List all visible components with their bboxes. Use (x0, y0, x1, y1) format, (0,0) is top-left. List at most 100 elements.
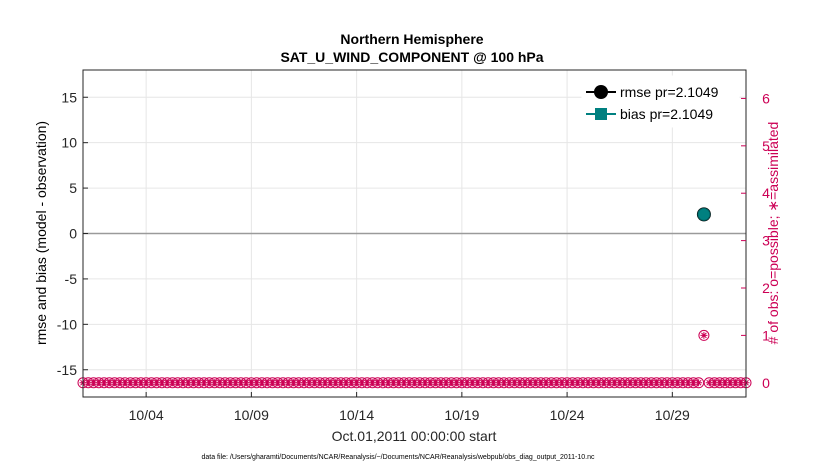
obs-assimilated-marker (358, 379, 366, 387)
obs-assimilated-marker (226, 379, 234, 387)
obs-assimilated-marker (695, 379, 703, 387)
obs-assimilated-marker (111, 379, 119, 387)
obs-assimilated-marker (142, 379, 150, 387)
obs-assimilated-marker (426, 379, 434, 387)
right-tick-label: 2 (762, 280, 770, 296)
obs-assimilated-marker (689, 379, 697, 387)
obs-assimilated-marker (163, 379, 171, 387)
obs-assimilated-marker (342, 379, 350, 387)
y-tick-label: 10 (61, 135, 77, 151)
obs-assimilated-marker (626, 379, 634, 387)
obs-assimilated-marker (332, 379, 340, 387)
obs-assimilated-marker (489, 379, 497, 387)
y-axis-label: rmse and bias (model - observation) (33, 121, 49, 345)
obs-assimilated-marker (395, 379, 403, 387)
right-tick-label: 6 (762, 90, 770, 106)
obs-assimilated-marker (468, 379, 476, 387)
obs-assimilated-marker (247, 379, 255, 387)
obs-assimilated-marker (295, 379, 303, 387)
obs-assimilated-marker (510, 379, 518, 387)
obs-assimilated-marker (184, 379, 192, 387)
obs-assimilated-marker (684, 379, 692, 387)
y-axis-ticks: -15 -10 -5 0 5 10 15 (57, 89, 88, 378)
y-tick-label: 0 (69, 226, 77, 242)
obs-assimilated-marker (532, 379, 540, 387)
obs-assimilated-marker (205, 379, 213, 387)
obs-assimilated-marker (658, 379, 666, 387)
obs-assimilated-marker (263, 379, 271, 387)
obs-assimilated-marker (347, 379, 355, 387)
obs-assimilated-marker (237, 379, 245, 387)
obs-assimilated-marker (353, 379, 361, 387)
obs-assimilated-marker (305, 379, 313, 387)
data-file-footer: data file: /Users/gharamti/Documents/NCA… (201, 454, 595, 461)
obs-assimilated-marker (479, 379, 487, 387)
x-tick-label: 10/29 (655, 407, 690, 423)
right-tick-label: 1 (762, 327, 770, 343)
obs-assimilated-marker (132, 379, 140, 387)
right-tick-label: 0 (762, 375, 770, 391)
obs-assimilated-marker (505, 379, 513, 387)
obs-assimilated-marker (616, 379, 624, 387)
obs-assimilated-marker (279, 379, 287, 387)
obs-assimilated-marker (442, 379, 450, 387)
x-axis-ticks: 10/04 10/09 10/14 10/19 10/24 10/29 (129, 392, 690, 423)
legend-rmse-label: rmse pr=2.1049 (620, 84, 719, 100)
obs-assimilated-marker (721, 379, 729, 387)
right-tick-label: 4 (762, 185, 770, 201)
obs-assimilated-marker (195, 379, 203, 387)
obs-assimilated-marker (190, 379, 197, 387)
x-tick-label: 10/14 (339, 407, 374, 423)
obs-assimilated-marker (379, 379, 387, 387)
obs-assimilated-marker (500, 379, 508, 387)
obs-assimilated-marker (521, 379, 529, 387)
chart-title: Northern Hemisphere (340, 31, 483, 47)
obs-assimilated-marker (242, 379, 250, 387)
obs-assimilated-marker (411, 379, 418, 387)
obs-assimilated-marker (232, 379, 240, 387)
obs-assimilated-marker (95, 379, 103, 387)
obs-assimilated-marker (621, 379, 629, 387)
obs-assimilated-marker (637, 379, 645, 387)
obs-assimilated-marker (584, 379, 592, 387)
obs-assimilated-marker (416, 379, 424, 387)
obs-assimilated-marker (484, 379, 492, 387)
obs-assimilated-marker (153, 379, 161, 387)
obs-assimilated-marker (595, 379, 603, 387)
obs-assimilated-marker (574, 379, 582, 387)
obs-assimilated-marker (726, 379, 734, 387)
obs-assimilated-marker (179, 379, 187, 387)
obs-assimilated-marker (421, 379, 429, 387)
obs-assimilated-marker (432, 379, 440, 387)
obs-assimilated-marker (653, 379, 661, 387)
obs-assimilated-marker (558, 379, 566, 387)
x-tick-label: 10/19 (444, 407, 479, 423)
obs-assimilated-marker (663, 379, 671, 387)
y-tick-label: 15 (61, 89, 77, 105)
obs-assimilated-marker (579, 379, 587, 387)
obs-assimilated-marker (495, 379, 503, 387)
right-axis-label: # of obs: o=possible; ∗=assimilated (765, 122, 781, 345)
right-tick-label: 5 (762, 138, 770, 154)
obs-assimilated-marker (121, 379, 129, 387)
chart-subtitle: SAT_U_WIND_COMPONENT @ 100 hPa (280, 49, 543, 65)
obs-assimilated-marker (647, 379, 655, 387)
obs-assimilated-marker (147, 379, 155, 387)
y-tick-label: -10 (57, 316, 77, 332)
obs-assimilated-marker (437, 379, 445, 387)
obs-assimilated-marker (137, 379, 145, 387)
obs-assimilated-marker (731, 379, 739, 387)
obs-assimilated-marker (568, 379, 576, 387)
x-axis-label: Oct.01,2011 00:00:00 start (332, 428, 497, 444)
obs-assimilated-marker (105, 379, 113, 387)
obs-assimilated-marker (705, 379, 713, 387)
right-axis-ticks: 0 1 2 3 4 5 6 (741, 90, 770, 391)
obs-assimilated-marker (300, 379, 308, 387)
obs-assimilated-marker (363, 379, 371, 387)
obs-assimilated-marker (463, 379, 471, 387)
obs-assimilated-marker (368, 379, 376, 387)
obs-assimilated-marker (453, 379, 461, 387)
obs-assimilated-marker (90, 379, 98, 387)
obs-assimilated-marker (216, 379, 224, 387)
legend-bias-label: bias pr=2.1049 (620, 106, 713, 122)
